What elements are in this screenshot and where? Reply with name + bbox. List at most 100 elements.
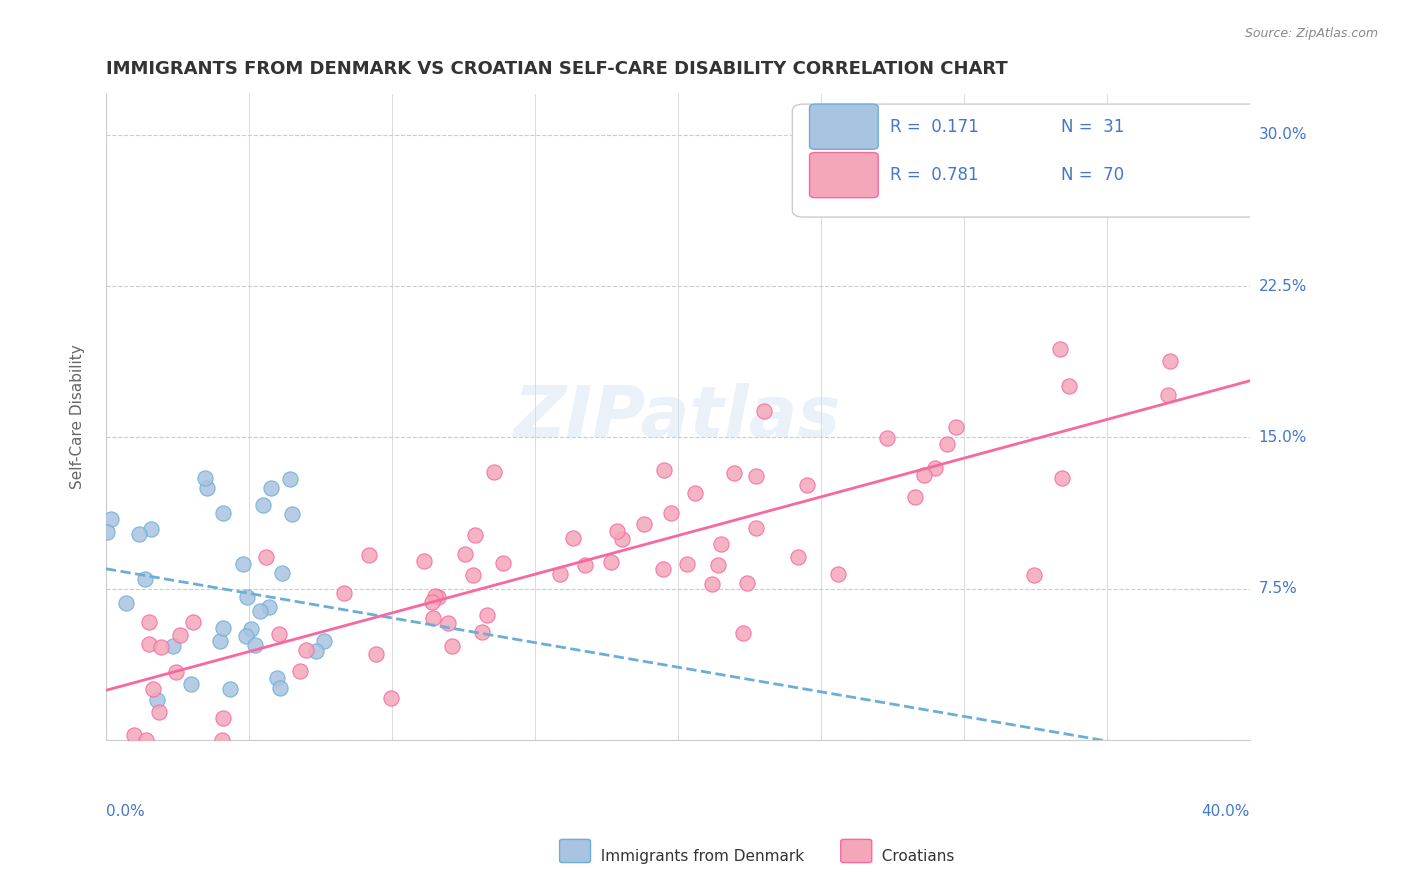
Point — [827, 566, 849, 581]
Point — [96, 525, 118, 540]
Point — [366, 648, 388, 662]
Point — [912, 467, 935, 482]
Point — [252, 499, 274, 513]
Point — [259, 600, 281, 615]
Point — [254, 549, 277, 564]
Text: 0.0%: 0.0% — [105, 805, 145, 820]
Text: Self-Care Disability: Self-Care Disability — [70, 344, 84, 490]
Point — [1049, 343, 1071, 357]
Text: ZIPatlas: ZIPatlas — [515, 383, 842, 451]
Text: R =  0.781: R = 0.781 — [890, 166, 979, 184]
Point — [475, 608, 498, 623]
Point — [269, 681, 291, 696]
Point — [134, 572, 156, 586]
Point — [422, 611, 444, 625]
Text: IMMIGRANTS FROM DENMARK VS CROATIAN SELF-CARE DISABILITY CORRELATION CHART: IMMIGRANTS FROM DENMARK VS CROATIAN SELF… — [105, 60, 1008, 78]
Point — [181, 615, 204, 630]
Point — [332, 586, 354, 600]
Point — [945, 419, 967, 434]
Point — [599, 555, 621, 569]
Point — [278, 472, 301, 486]
Text: 15.0%: 15.0% — [1258, 430, 1308, 445]
FancyBboxPatch shape — [810, 153, 879, 198]
Point — [165, 665, 187, 679]
Point — [128, 526, 150, 541]
Point — [471, 625, 494, 640]
Point — [548, 567, 571, 582]
Point — [138, 615, 160, 630]
Point — [219, 681, 242, 696]
Point — [685, 486, 707, 500]
Text: 40.0%: 40.0% — [1202, 805, 1250, 820]
Point — [142, 681, 165, 696]
Point — [149, 640, 172, 654]
Point — [162, 639, 184, 653]
Point — [314, 634, 336, 648]
Point — [1159, 354, 1181, 368]
Point — [195, 481, 218, 495]
Point — [212, 621, 235, 635]
Point — [633, 516, 655, 531]
Point — [239, 622, 262, 636]
Point — [574, 558, 596, 572]
Point — [249, 604, 271, 618]
Point — [180, 676, 202, 690]
Text: 30.0%: 30.0% — [1258, 128, 1308, 142]
Point — [731, 626, 754, 640]
Point — [413, 554, 436, 568]
Point — [737, 575, 759, 590]
Text: Source: ZipAtlas.com: Source: ZipAtlas.com — [1244, 27, 1378, 40]
Point — [212, 711, 235, 725]
Text: R =  0.171: R = 0.171 — [890, 118, 979, 136]
Point — [148, 705, 170, 719]
Point — [122, 728, 145, 742]
Point — [936, 437, 959, 451]
FancyBboxPatch shape — [793, 104, 1272, 217]
Point — [606, 524, 628, 538]
Text: N =  70: N = 70 — [1062, 166, 1125, 184]
Point — [281, 508, 304, 522]
FancyBboxPatch shape — [810, 104, 879, 149]
Point — [420, 595, 443, 609]
Point — [290, 664, 312, 678]
Point — [1022, 568, 1045, 582]
Point — [561, 531, 583, 545]
Text: 22.5%: 22.5% — [1258, 278, 1308, 293]
Point — [796, 478, 818, 492]
Point — [1057, 379, 1080, 393]
Point — [235, 629, 257, 643]
Point — [651, 562, 673, 576]
Point — [709, 537, 731, 551]
Point — [723, 466, 745, 480]
Point — [295, 643, 318, 657]
Point — [169, 628, 191, 642]
Point — [135, 732, 157, 747]
Point — [1052, 471, 1074, 485]
Point — [440, 639, 463, 653]
Point — [236, 590, 259, 604]
Point — [208, 633, 231, 648]
Point — [454, 547, 477, 561]
Point — [266, 672, 288, 686]
Point — [464, 527, 486, 541]
Point — [211, 732, 233, 747]
Point — [437, 615, 460, 630]
Point — [612, 532, 634, 546]
Point — [212, 506, 235, 520]
Point — [707, 558, 730, 573]
Point — [425, 589, 447, 603]
Point — [141, 522, 163, 536]
Point — [745, 468, 768, 483]
Point — [232, 557, 254, 571]
Point — [744, 521, 766, 535]
Point — [492, 556, 515, 570]
Point — [676, 557, 699, 571]
Text: 7.5%: 7.5% — [1258, 581, 1298, 596]
Point — [138, 637, 160, 651]
Point — [243, 638, 266, 652]
Text: Immigrants from Denmark: Immigrants from Denmark — [591, 849, 804, 863]
Point — [461, 567, 484, 582]
Point — [380, 690, 402, 705]
Point — [482, 465, 505, 479]
Point — [115, 596, 138, 610]
